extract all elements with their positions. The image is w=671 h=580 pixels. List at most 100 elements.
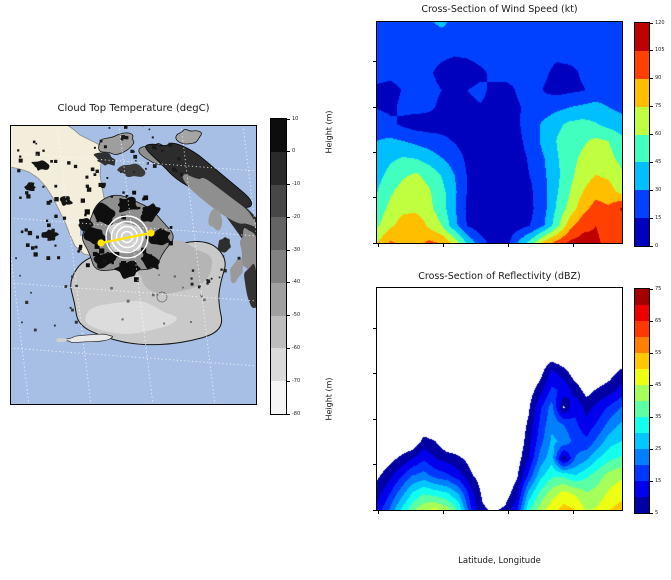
cloud-speckle — [190, 277, 193, 280]
cloud-speckle — [203, 298, 206, 302]
y-tick — [373, 509, 376, 511]
colorbar-tick — [650, 320, 653, 322]
x-tick — [572, 244, 574, 247]
cloud-speckle — [19, 196, 22, 199]
map-title: Cloud Top Temperature (degC) — [57, 103, 210, 114]
cloud-speckle — [17, 149, 20, 152]
cloud-speckle — [35, 142, 38, 145]
cloud-speckle — [152, 211, 157, 215]
y-tick — [373, 197, 376, 199]
cloud-speckle — [135, 160, 137, 162]
cloud-speckle — [95, 215, 99, 219]
cloud-speckle — [158, 274, 160, 276]
cross-section-endpoint-west — [97, 239, 105, 247]
cloud-speckle — [79, 244, 83, 249]
cloud-speckle — [84, 213, 87, 217]
cloud-speckle — [106, 252, 109, 255]
cloud-speckle — [18, 158, 23, 163]
colorbar-segment — [635, 190, 649, 219]
cloud-speckle — [27, 230, 33, 236]
cloud-speckle — [177, 157, 181, 161]
cloud-speckle — [172, 167, 176, 172]
graticule-meridian — [118, 125, 154, 405]
cloud-speckle — [86, 187, 92, 192]
x-tick — [572, 511, 574, 514]
colorbar-segment — [271, 315, 286, 349]
colorbar-tick-label: 75 — [655, 103, 662, 110]
cloud-speckle — [125, 194, 129, 198]
cloud-speckle — [80, 224, 85, 228]
colorbar-segment — [635, 449, 649, 465]
cloud-speckle — [98, 182, 103, 187]
cloud-speckle — [46, 200, 51, 205]
colorbar-tick-label: 105 — [655, 47, 665, 54]
colorbar-tick-label: 15 — [655, 477, 662, 484]
refl-plot-frame — [376, 287, 623, 511]
cloud-speckle — [85, 175, 89, 179]
cloud-speckle — [191, 269, 195, 272]
cloud-speckle — [206, 282, 209, 285]
cloud-speckle — [101, 203, 104, 206]
colorbar-gradient — [634, 288, 650, 514]
colorbar-tick-label: -10 — [292, 181, 301, 188]
colorbar-tick — [650, 189, 653, 191]
colorbar-tick — [650, 161, 653, 163]
y-tick — [373, 418, 376, 420]
cloud-speckle — [120, 137, 124, 141]
cloud-speckle — [121, 318, 124, 321]
cloud-speckle — [182, 286, 184, 289]
cloud-speckle — [124, 125, 128, 129]
colorbar-segment — [635, 369, 649, 385]
cloud-speckle — [120, 171, 122, 173]
colorbar-segment — [635, 401, 649, 417]
cloud-speckle — [25, 300, 29, 304]
cloud-speckle — [126, 299, 130, 303]
colorbar-tick-label: 60 — [655, 131, 662, 137]
cloud-speckle — [94, 230, 98, 234]
cloud-blob — [41, 229, 59, 241]
colorbar-segment — [271, 184, 286, 218]
cloud-speckle — [99, 139, 103, 143]
graticule-meridian — [56, 125, 92, 405]
cloud-speckle — [143, 195, 149, 201]
cloud-speckle — [138, 206, 141, 210]
colorbar-segment — [271, 250, 286, 283]
cloud-speckle — [46, 219, 49, 222]
cloud-speckle — [149, 254, 152, 257]
cloud-blob — [145, 228, 171, 246]
cloud-top-temperature-map — [10, 125, 257, 405]
colorbar-segment — [635, 481, 649, 497]
graticule-parallel — [10, 152, 257, 172]
cloud-speckle — [88, 227, 94, 232]
cloud-speckle — [19, 274, 21, 277]
cloud-speckle — [54, 184, 58, 188]
cloud-speckle — [111, 261, 114, 265]
colorbar-segment — [635, 433, 649, 449]
cloud-speckle — [75, 284, 78, 288]
cross-section-line — [100, 231, 152, 245]
cloud-speckle — [206, 279, 211, 283]
cloud-speckle — [25, 191, 29, 195]
cloud-blob — [140, 203, 161, 223]
cloud-speckle — [50, 160, 53, 163]
y-tick — [373, 373, 376, 375]
eyewall-ring — [105, 215, 149, 259]
cloud-speckle — [223, 269, 227, 273]
cloud-speckle — [42, 149, 45, 152]
cloud-blob — [244, 263, 257, 309]
cloud-speckle — [49, 199, 53, 203]
cloud-speckle — [132, 190, 137, 195]
cloud-speckle — [47, 237, 52, 241]
cloud-speckle — [179, 172, 184, 177]
cloud-speckle — [130, 149, 134, 153]
colorbar-gradient — [634, 22, 650, 247]
colorbar-tick — [287, 184, 290, 186]
cloud-speckle — [32, 140, 36, 144]
colorbar-segment — [635, 106, 649, 135]
cloud-speckle — [124, 135, 129, 140]
cloud-speckle — [64, 285, 68, 288]
cloud-speckle — [237, 256, 241, 260]
colorbar-tick-label: -40 — [292, 279, 301, 286]
cloud-speckle — [121, 214, 126, 220]
cloud-speckle — [151, 136, 154, 139]
